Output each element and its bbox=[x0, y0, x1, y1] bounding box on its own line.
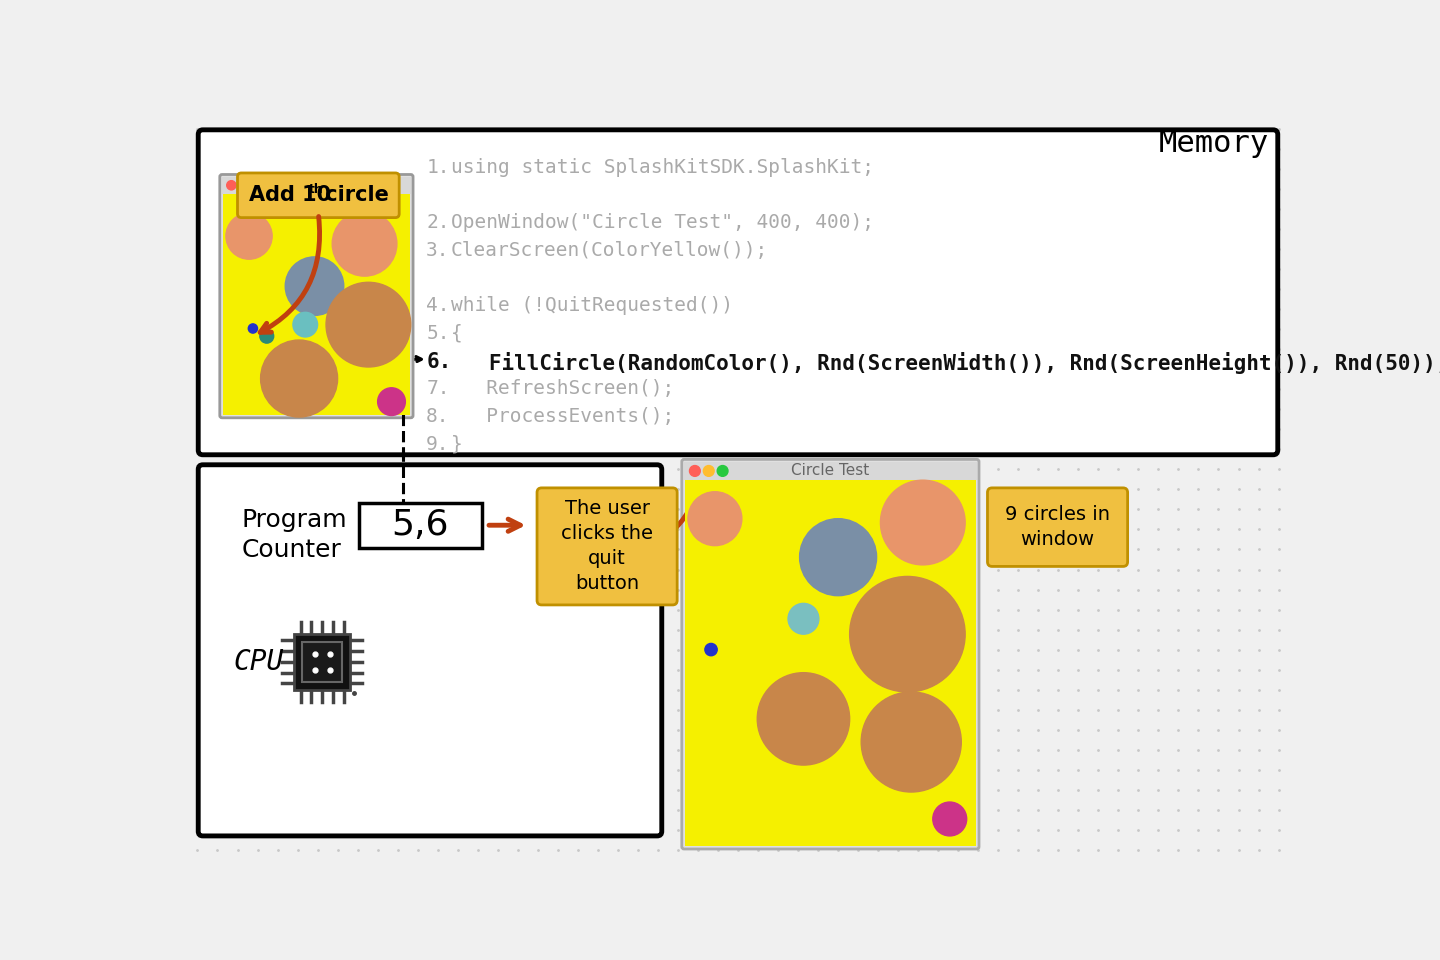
FancyBboxPatch shape bbox=[359, 502, 481, 548]
Circle shape bbox=[333, 211, 397, 276]
Circle shape bbox=[325, 282, 410, 367]
Circle shape bbox=[248, 324, 258, 333]
Text: {: { bbox=[451, 324, 462, 343]
Text: th: th bbox=[310, 183, 324, 197]
Circle shape bbox=[880, 480, 965, 564]
Text: circle: circle bbox=[318, 185, 389, 205]
Text: 3.: 3. bbox=[426, 241, 449, 260]
Text: The user
clicks the
quit
button: The user clicks the quit button bbox=[562, 499, 654, 593]
Circle shape bbox=[688, 492, 742, 545]
Text: 7.: 7. bbox=[426, 379, 449, 398]
FancyBboxPatch shape bbox=[537, 488, 677, 605]
Circle shape bbox=[690, 466, 700, 476]
Text: using static SplashKitSDK.SplashKit;: using static SplashKitSDK.SplashKit; bbox=[451, 157, 874, 177]
Circle shape bbox=[285, 257, 344, 316]
Bar bbox=[684, 462, 976, 480]
Circle shape bbox=[226, 180, 236, 190]
Text: ProcessEvents();: ProcessEvents(); bbox=[451, 407, 674, 426]
Text: 4.: 4. bbox=[426, 296, 449, 315]
Text: OpenWindow("Circle Test", 400, 400);: OpenWindow("Circle Test", 400, 400); bbox=[451, 213, 874, 232]
FancyBboxPatch shape bbox=[988, 488, 1128, 566]
Circle shape bbox=[717, 466, 729, 476]
Circle shape bbox=[788, 604, 819, 635]
Text: 5,6: 5,6 bbox=[392, 508, 449, 542]
FancyBboxPatch shape bbox=[681, 460, 979, 849]
FancyBboxPatch shape bbox=[238, 173, 399, 218]
Text: 1.: 1. bbox=[426, 157, 449, 177]
Text: 9.: 9. bbox=[426, 435, 449, 454]
Circle shape bbox=[757, 673, 850, 765]
Text: Memory: Memory bbox=[1159, 129, 1269, 158]
FancyArrowPatch shape bbox=[261, 217, 320, 332]
Circle shape bbox=[259, 329, 274, 343]
Text: Circle Test: Circle Test bbox=[791, 464, 870, 478]
Circle shape bbox=[240, 180, 249, 190]
Text: }: } bbox=[451, 435, 462, 454]
Text: FillCircle(RandomColor(), Rnd(ScreenWidth()), Rnd(ScreenHeight()), Rnd(50));: FillCircle(RandomColor(), Rnd(ScreenWidt… bbox=[451, 351, 1440, 373]
Text: ClearScreen(ColorYellow());: ClearScreen(ColorYellow()); bbox=[451, 241, 768, 260]
Text: 5.: 5. bbox=[426, 324, 449, 343]
Circle shape bbox=[253, 180, 262, 190]
Circle shape bbox=[292, 312, 318, 337]
Circle shape bbox=[933, 802, 966, 836]
Text: 9 circles in
window: 9 circles in window bbox=[1005, 505, 1110, 549]
Circle shape bbox=[799, 518, 877, 595]
FancyBboxPatch shape bbox=[199, 465, 662, 836]
Circle shape bbox=[850, 576, 965, 692]
Circle shape bbox=[861, 692, 962, 792]
Text: while (!QuitRequested()): while (!QuitRequested()) bbox=[451, 296, 733, 315]
Bar bbox=[685, 480, 976, 846]
Circle shape bbox=[226, 213, 272, 259]
Circle shape bbox=[703, 466, 714, 476]
Bar bbox=[222, 177, 410, 194]
Text: RefreshScreen();: RefreshScreen(); bbox=[451, 379, 674, 398]
Circle shape bbox=[706, 643, 717, 656]
FancyBboxPatch shape bbox=[220, 175, 413, 418]
Text: 7: 7 bbox=[534, 509, 556, 541]
Bar bbox=[223, 194, 410, 415]
Circle shape bbox=[377, 388, 406, 416]
Circle shape bbox=[261, 340, 337, 417]
Text: CPU: CPU bbox=[233, 648, 284, 676]
Text: 8.: 8. bbox=[426, 407, 449, 426]
Text: Program
Counter: Program Counter bbox=[242, 508, 347, 562]
Text: Add 10: Add 10 bbox=[249, 185, 331, 205]
FancyBboxPatch shape bbox=[199, 130, 1277, 455]
Text: 6.: 6. bbox=[426, 351, 451, 372]
Bar bbox=[302, 642, 343, 682]
Text: 2.: 2. bbox=[426, 213, 449, 232]
Bar bbox=[295, 635, 350, 689]
